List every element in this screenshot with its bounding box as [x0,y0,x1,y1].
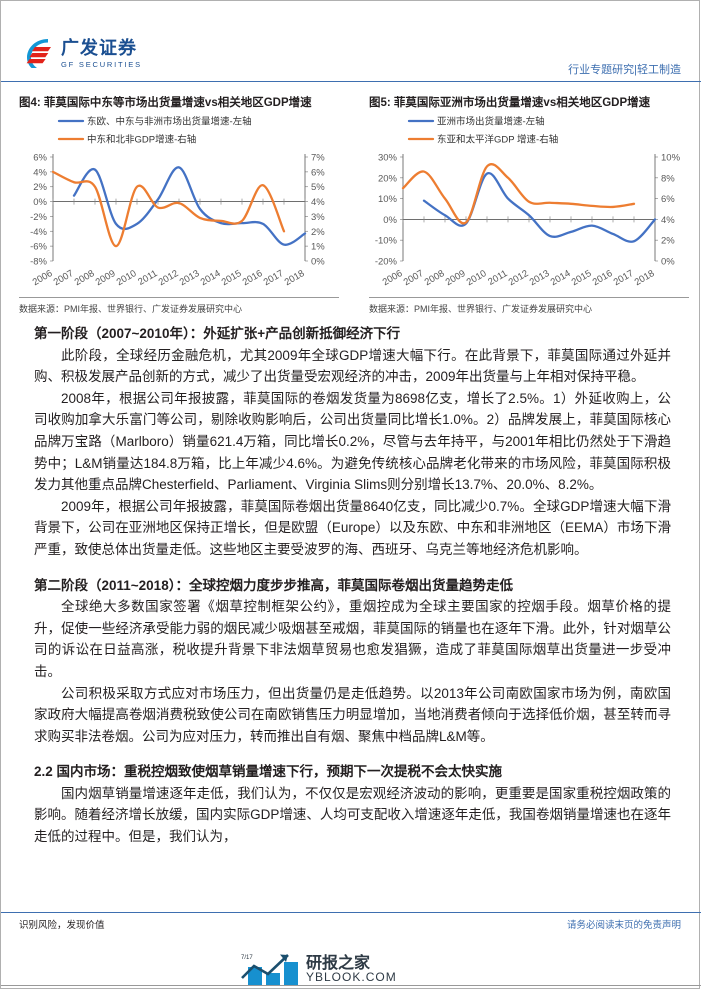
svg-text:6%: 6% [33,153,47,164]
svg-text:中东和北非GDP增速-右轴: 中东和北非GDP增速-右轴 [87,133,196,145]
svg-text:2%: 2% [33,182,47,193]
svg-text:-4%: -4% [30,227,47,238]
svg-text:0%: 0% [661,257,675,268]
svg-text:30%: 30% [378,153,398,164]
svg-text:4%: 4% [33,167,47,178]
svg-text:2018: 2018 [633,268,657,288]
svg-text:4%: 4% [311,197,325,208]
svg-text:4%: 4% [661,215,675,226]
svg-text:10%: 10% [661,153,681,164]
svg-text:-10%: -10% [375,236,398,247]
svg-text:YBLOOK.COM: YBLOOK.COM [306,970,397,984]
svg-text:1%: 1% [311,242,325,253]
svg-text:0%: 0% [311,257,325,268]
svg-text:2%: 2% [661,236,675,247]
svg-text:0%: 0% [383,215,397,226]
svg-text:东亚和太平洋GDP 增速-右轴: 东亚和太平洋GDP 增速-右轴 [437,133,558,145]
svg-text:亚洲市场出货量增速-左轴: 亚洲市场出货量增速-左轴 [437,115,545,127]
svg-text:2010: 2010 [115,268,139,288]
svg-text:3%: 3% [311,212,325,223]
svg-text:-20%: -20% [375,257,398,268]
svg-text:2010: 2010 [465,268,489,288]
svg-text:2%: 2% [311,227,325,238]
svg-text:7%: 7% [311,153,325,164]
svg-text:8%: 8% [661,173,675,184]
svg-text:0%: 0% [33,197,47,208]
svg-text:2018: 2018 [283,268,307,288]
svg-text:6%: 6% [661,194,675,205]
svg-text:5%: 5% [311,182,325,193]
svg-text:-6%: -6% [30,242,47,253]
svg-text:10%: 10% [378,194,398,205]
svg-text:7/17: 7/17 [241,955,253,961]
svg-text:6%: 6% [311,167,325,178]
svg-text:-8%: -8% [30,257,47,268]
svg-text:东欧、中东与非洲市场出货量增速-左轴: 东欧、中东与非洲市场出货量增速-左轴 [87,115,252,127]
svg-text:20%: 20% [378,173,398,184]
svg-text:-2%: -2% [30,212,47,223]
